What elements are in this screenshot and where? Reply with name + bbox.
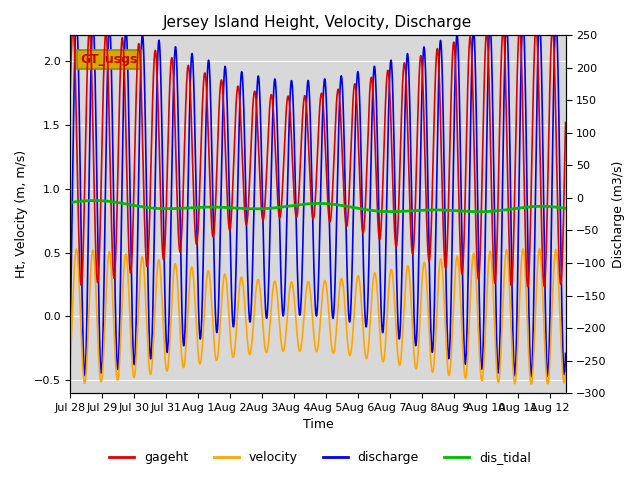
gageht	[364, 151, 371, 157]
velocity	[436, 260, 444, 265]
dis_tidal	[256, 206, 264, 212]
discharge	[474, 183, 481, 189]
dis_tidal	[388, 209, 396, 215]
Line: velocity: velocity	[70, 249, 566, 384]
velocity	[562, 371, 570, 376]
discharge	[562, 350, 570, 356]
discharge	[156, 55, 164, 61]
discharge	[388, 76, 396, 82]
discharge	[436, 43, 444, 49]
gageht	[156, 185, 164, 191]
discharge	[364, 312, 371, 318]
Legend: gageht, velocity, discharge, dis_tidal: gageht, velocity, discharge, dis_tidal	[104, 446, 536, 469]
gageht	[474, 268, 481, 274]
gageht	[67, 87, 74, 93]
dis_tidal	[562, 205, 570, 211]
velocity	[255, 282, 263, 288]
X-axis label: Time: Time	[303, 419, 333, 432]
dis_tidal	[91, 198, 99, 204]
Y-axis label: Ht, Velocity (m, m/s): Ht, Velocity (m, m/s)	[15, 150, 28, 278]
dis_tidal	[474, 209, 481, 215]
velocity	[536, 246, 543, 252]
Line: discharge: discharge	[70, 19, 566, 377]
gageht	[524, 284, 532, 289]
discharge	[67, 322, 74, 327]
Text: GT_usgs: GT_usgs	[80, 53, 138, 66]
dis_tidal	[67, 200, 74, 205]
gageht	[532, 24, 540, 30]
gageht	[255, 169, 263, 175]
discharge	[536, 16, 543, 22]
velocity	[527, 381, 535, 387]
dis_tidal	[364, 207, 371, 213]
dis_tidal	[476, 209, 483, 215]
dis_tidal	[157, 206, 164, 212]
gageht	[562, 120, 570, 125]
velocity	[156, 266, 164, 272]
gageht	[436, 91, 444, 97]
Title: Jersey Island Height, Velocity, Discharge: Jersey Island Height, Velocity, Discharg…	[163, 15, 472, 30]
velocity	[474, 306, 481, 312]
dis_tidal	[436, 207, 444, 213]
Y-axis label: Discharge (m3/s): Discharge (m3/s)	[612, 160, 625, 268]
velocity	[364, 354, 371, 360]
Line: gageht: gageht	[70, 27, 566, 287]
velocity	[388, 270, 396, 276]
discharge	[255, 86, 263, 92]
discharge	[527, 374, 535, 380]
Line: dis_tidal: dis_tidal	[70, 201, 566, 212]
velocity	[67, 360, 74, 366]
gageht	[388, 167, 396, 172]
